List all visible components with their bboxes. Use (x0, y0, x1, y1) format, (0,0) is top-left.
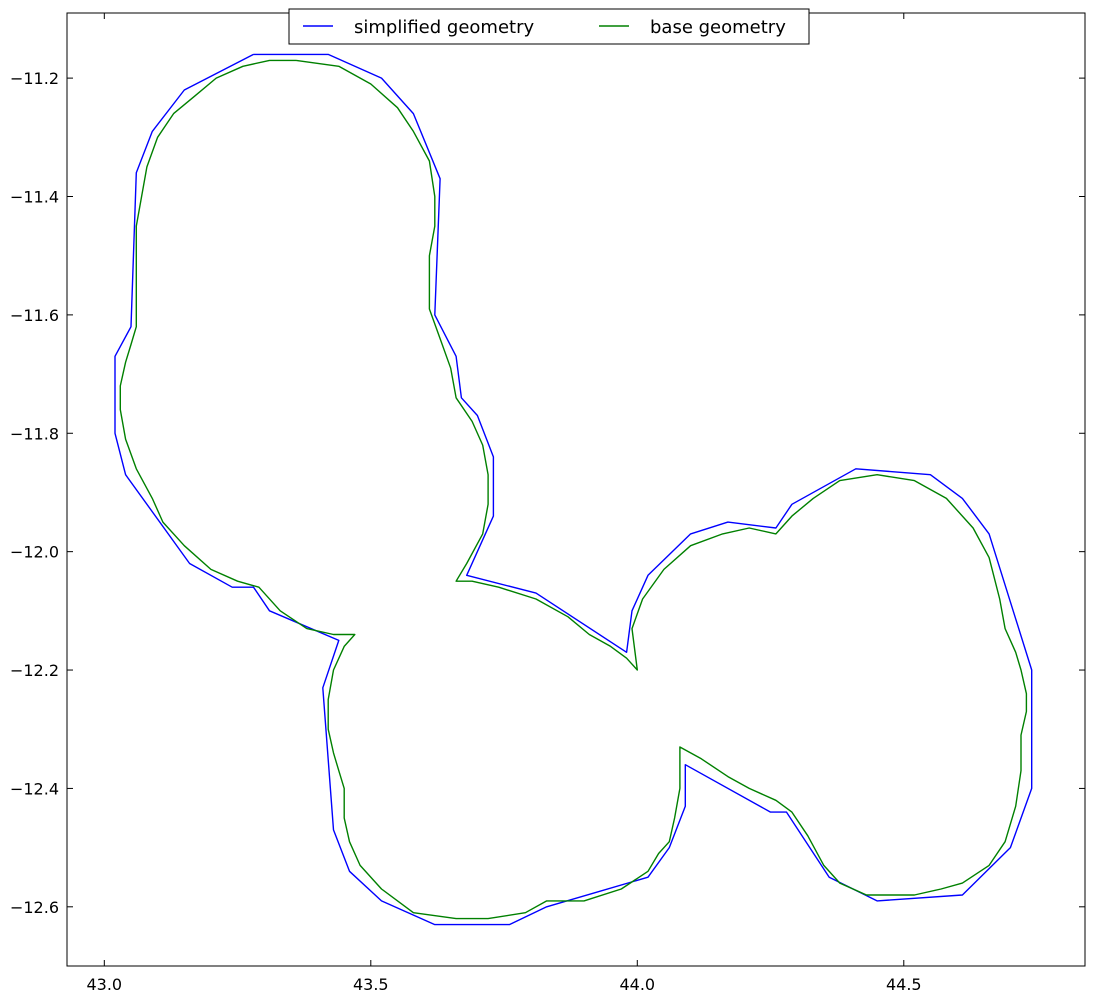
x-tick-label: 43.5 (353, 975, 389, 994)
y-tick-label: −12.0 (10, 543, 59, 562)
y-tick-label: −11.2 (10, 69, 59, 88)
series-layer (114, 53, 1033, 926)
series-line-simplified (114, 53, 1033, 926)
x-tick-label: 44.0 (619, 975, 655, 994)
y-tick-label: −12.2 (10, 661, 59, 680)
legend: simplified geometry base geometry (288, 8, 810, 45)
legend-box (288, 8, 810, 45)
y-tick-label: −12.6 (10, 898, 59, 917)
y-tick-label: −11.8 (10, 424, 59, 443)
legend-label-base: base geometry (650, 17, 786, 38)
series-line-base (119, 59, 1028, 920)
ticks-layer: 43.0 43.5 44.0 44.5 −11.2 −11.4 −11.6 −11.8 −12.… (10, 13, 1085, 994)
legend-label-simplified: simplified geometry (354, 17, 534, 38)
y-tick-label: −12.4 (10, 779, 59, 798)
y-tick-label: −11.4 (10, 187, 59, 206)
y-tick-label: −11.6 (10, 306, 59, 325)
x-tick-label: 44.5 (886, 975, 922, 994)
x-tick-label: 43.0 (86, 975, 122, 994)
